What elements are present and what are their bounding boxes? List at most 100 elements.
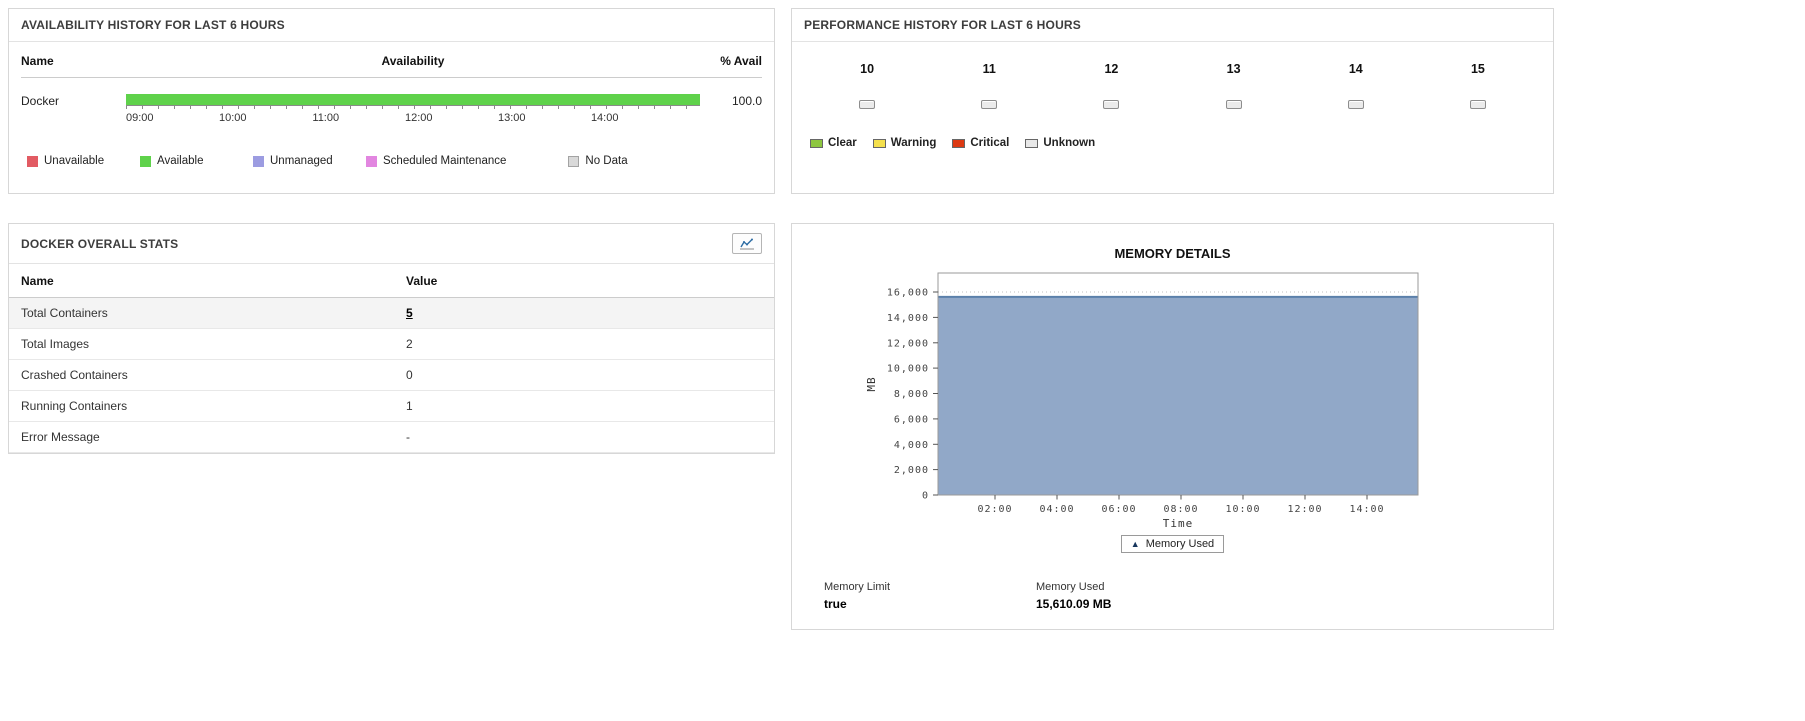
column-header-value: Value: [406, 274, 438, 288]
unknown-swatch-icon: [1025, 138, 1039, 148]
no-data-swatch-icon: [568, 155, 580, 167]
stat-name: Total Images: [21, 337, 90, 351]
memory-limit-field: Memory Limit true: [824, 581, 1036, 611]
legend-label: Unavailable: [44, 155, 105, 167]
performance-history-panel: PERFORMANCE HISTORY FOR LAST 6 HOURS 10 …: [791, 8, 1554, 194]
legend-item-unavailable: Unavailable: [27, 155, 140, 167]
status-unknown-icon[interactable]: [1225, 100, 1242, 109]
x-tick-labels: 02:00 04:00 06:00 08:00 10:00 12:00 14:0…: [977, 504, 1384, 515]
status-unknown-icon[interactable]: [1347, 100, 1364, 109]
clear-swatch-icon: [810, 138, 823, 148]
performance-hour-10: 10: [806, 62, 928, 109]
stats-table-header: Name Value: [9, 264, 774, 298]
performance-panel-header: PERFORMANCE HISTORY FOR LAST 6 HOURS: [792, 9, 1553, 42]
unmanaged-swatch-icon: [253, 155, 264, 167]
stat-name: Crashed Containers: [21, 368, 128, 382]
hour-label: 13: [1226, 62, 1241, 76]
stats-row-total-containers: Total Containers 5: [9, 298, 774, 329]
stat-name: Error Message: [21, 430, 100, 444]
time-tick-label: 09:00: [126, 112, 154, 124]
status-unknown-icon[interactable]: [1469, 100, 1486, 109]
status-unknown-icon[interactable]: [859, 100, 876, 109]
legend-item-critical: Critical: [952, 137, 1009, 149]
warning-swatch-icon: [872, 138, 886, 148]
memory-chart-title: MEMORY DETAILS: [1114, 246, 1231, 261]
performance-hour-11: 11: [928, 62, 1050, 109]
status-unknown-icon[interactable]: [981, 100, 998, 109]
legend-label: Critical: [970, 137, 1010, 149]
stats-table: Name Value Total Containers 5 Total Imag…: [9, 264, 774, 453]
hour-label: 10: [860, 62, 875, 76]
legend-item-no-data: No Data: [568, 155, 628, 167]
availability-bar[interactable]: [126, 94, 700, 105]
x-axis-label: Time: [1162, 517, 1193, 530]
legend-label: Warning: [890, 137, 937, 149]
y-tick-label: 14,000: [886, 313, 928, 324]
scheduled-maintenance-swatch-icon: [366, 155, 377, 167]
availability-table: Name Availability % Avail Docker 09:00 1…: [9, 42, 774, 133]
time-tick-label: 11:00: [312, 112, 340, 124]
performance-hour-13: 13: [1173, 62, 1295, 109]
y-tick-label: 12,000: [886, 338, 928, 349]
y-tick-label: 2,000: [893, 465, 928, 476]
stat-value: 0: [406, 368, 413, 382]
performance-hour-14: 14: [1295, 62, 1417, 109]
right-column: PERFORMANCE HISTORY FOR LAST 6 HOURS 10 …: [791, 8, 1554, 630]
y-tick-label: 6,000: [893, 414, 928, 425]
legend-label: Unknown: [1043, 137, 1096, 149]
y-tick-label: 4,000: [893, 440, 928, 451]
stat-name: Total Containers: [21, 306, 108, 320]
y-tick-marks: [932, 291, 938, 496]
y-tick-label: 16,000: [886, 288, 928, 299]
stats-panel-header: DOCKER OVERALL STATS: [9, 224, 774, 264]
stats-row-crashed-containers: Crashed Containers 0: [9, 360, 774, 391]
total-containers-value-link[interactable]: 5: [406, 306, 413, 320]
unavailable-swatch-icon: [27, 155, 38, 167]
performance-legend: Clear Warning Critical Unknown: [792, 109, 1553, 165]
legend-label: Clear: [828, 137, 857, 149]
y-tick-label: 10,000: [886, 364, 928, 375]
hour-label: 12: [1104, 62, 1119, 76]
performance-panel-title: PERFORMANCE HISTORY FOR LAST 6 HOURS: [804, 18, 1082, 32]
view-graph-button[interactable]: [732, 233, 762, 254]
stats-row-total-images: Total Images 2: [9, 329, 774, 360]
legend-label: Memory Used: [1145, 538, 1215, 550]
percent-avail-value: 100.0: [731, 94, 762, 108]
memory-limit-value: true: [824, 597, 847, 611]
memory-chart-legend: ▲ Memory Used: [802, 535, 1543, 553]
status-unknown-icon[interactable]: [1103, 100, 1120, 109]
hour-label: 15: [1470, 62, 1485, 76]
monitor-name: Docker: [21, 94, 60, 108]
legend-item-memory-used: ▲ Memory Used: [1120, 535, 1225, 553]
y-axis-label: MB: [865, 376, 878, 391]
legend-item-available: Available: [140, 155, 253, 167]
time-tick-label: 13:00: [497, 112, 526, 124]
legend-label: No Data: [585, 155, 628, 167]
x-tick-label: 04:00: [1039, 504, 1074, 515]
performance-hours-row: 10 11 12 13 14: [792, 42, 1553, 109]
x-tick-label: 06:00: [1101, 504, 1136, 515]
y-tick-label: 8,000: [893, 389, 928, 400]
legend-item-scheduled-maintenance: Scheduled Maintenance: [366, 155, 506, 167]
availability-legend: Unavailable Available Unmanaged Schedule…: [9, 133, 774, 183]
memory-used-label: Memory Used: [1036, 581, 1105, 593]
column-header-name: Name: [21, 54, 54, 68]
x-tick-label: 14:00: [1349, 504, 1384, 515]
time-tick-label: 10:00: [218, 112, 247, 124]
stat-value: -: [406, 430, 410, 444]
memory-footer: Memory Limit true Memory Used 15,610.09 …: [802, 581, 1543, 611]
left-column: AVAILABILITY HISTORY FOR LAST 6 HOURS Na…: [8, 8, 775, 454]
legend-label: Scheduled Maintenance: [383, 155, 507, 167]
memory-used-value: 15,610.09 MB: [1036, 597, 1112, 611]
hour-label: 11: [982, 62, 996, 76]
stat-value: 2: [406, 337, 413, 351]
memory-used-area: [937, 296, 1418, 495]
y-tick-label: 0: [921, 491, 928, 502]
column-header-percent-avail: % Avail: [720, 54, 762, 68]
stats-panel-title: DOCKER OVERALL STATS: [21, 236, 179, 251]
y-tick-labels: 16,000 14,000 12,000 10,000 8,000 6,000 …: [886, 288, 928, 502]
legend-label: Available: [157, 155, 204, 167]
critical-swatch-icon: [952, 138, 966, 148]
availability-panel-header: AVAILABILITY HISTORY FOR LAST 6 HOURS: [9, 9, 774, 42]
performance-hour-12: 12: [1050, 62, 1172, 109]
